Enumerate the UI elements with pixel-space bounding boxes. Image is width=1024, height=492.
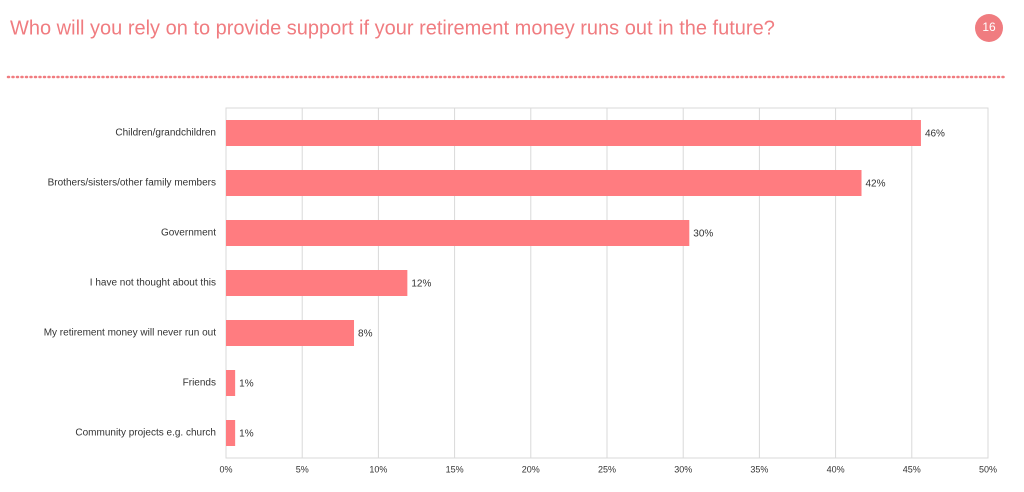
bar: [226, 120, 921, 146]
page-number: 16: [982, 20, 996, 34]
x-tick-label: 10%: [369, 464, 387, 474]
x-tick-label: 15%: [446, 464, 464, 474]
data-label: 30%: [693, 229, 713, 240]
bar: [226, 370, 236, 396]
y-tick-label: Children/grandchildren: [115, 128, 216, 139]
x-tick-label: 5%: [296, 464, 309, 474]
bar: [226, 270, 408, 296]
x-tick-label: 25%: [598, 464, 616, 474]
x-tick-label: 20%: [522, 464, 540, 474]
y-tick-label: Friends: [183, 378, 216, 389]
data-label: 46%: [925, 129, 945, 140]
y-tick-label: Brothers/sisters/other family members: [48, 178, 216, 189]
y-tick-label: Government: [161, 228, 216, 239]
x-tick-label: 50%: [979, 464, 997, 474]
data-label: 42%: [866, 179, 886, 190]
x-tick-label: 40%: [827, 464, 845, 474]
data-label: 1%: [239, 429, 254, 440]
data-label: 12%: [411, 279, 431, 290]
bar: [226, 420, 236, 446]
y-tick-label: I have not thought about this: [90, 278, 216, 289]
x-tick-label: 30%: [674, 464, 692, 474]
page-badge: [975, 14, 1003, 42]
x-tick-label: 35%: [750, 464, 768, 474]
data-label: 1%: [239, 379, 254, 390]
data-label: 8%: [358, 329, 373, 340]
x-tick-label: 0%: [219, 464, 232, 474]
chart-title: Who will you rely on to provide support …: [10, 17, 775, 39]
bar: [226, 320, 355, 346]
bar: [226, 220, 690, 246]
bar: [226, 170, 862, 196]
y-tick-label: Community projects e.g. church: [75, 428, 216, 439]
x-tick-label: 45%: [903, 464, 921, 474]
y-tick-label: My retirement money will never run out: [44, 328, 217, 339]
